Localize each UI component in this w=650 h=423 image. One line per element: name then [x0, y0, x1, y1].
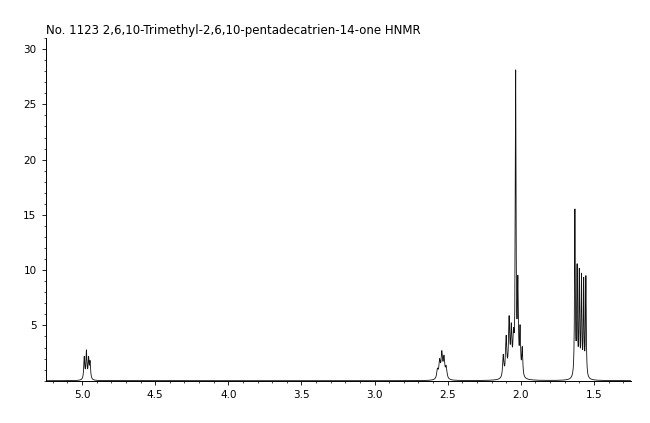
Text: No. 1123 2,6,10-Trimethyl-2,6,10-pentadecatrien-14-one HNMR: No. 1123 2,6,10-Trimethyl-2,6,10-pentade… — [46, 24, 420, 37]
